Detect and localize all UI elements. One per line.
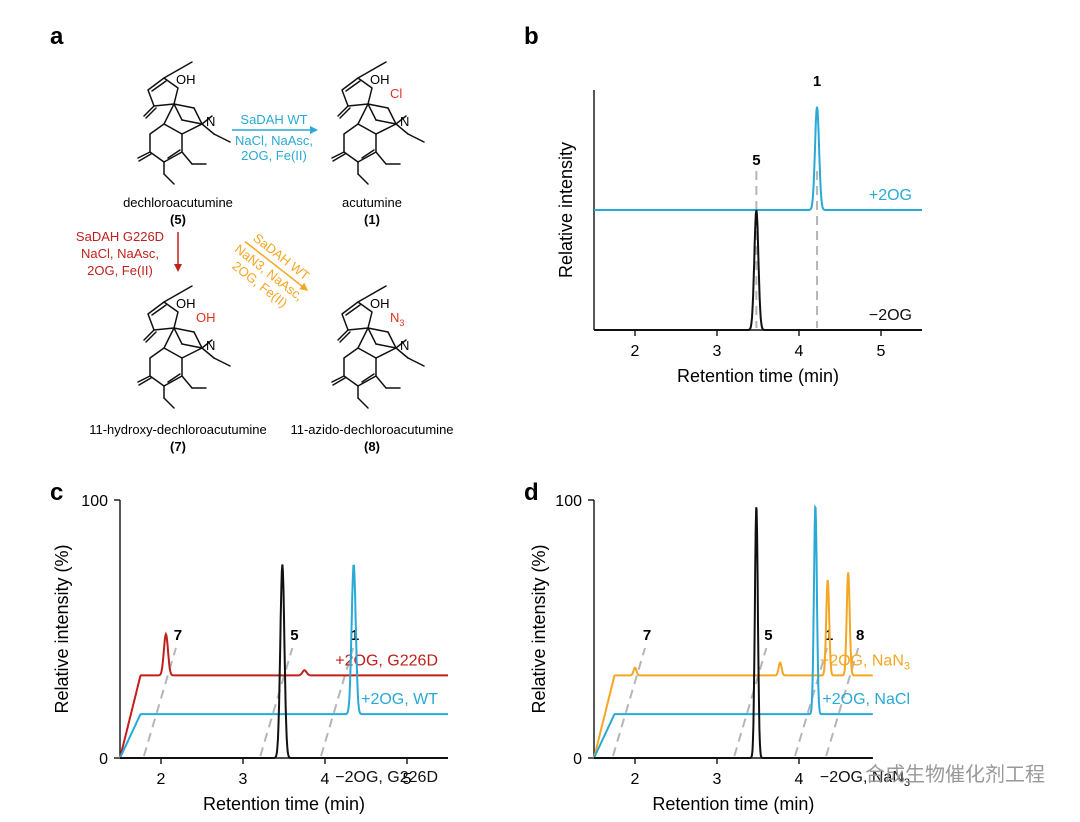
structure-acutumine: OH N Cl xyxy=(331,61,425,185)
x-tick-label: 5 xyxy=(877,343,886,360)
y-tick-label: 100 xyxy=(81,493,108,510)
panel-c-label: c xyxy=(50,479,63,506)
series-label: +2OG xyxy=(869,187,912,204)
reaction-g226d-arrow: SaDAH G226D NaCl, NaAsc, 2OG, Fe(II) xyxy=(76,229,182,278)
reaction-wt-cond-1: NaCl, NaAsc, xyxy=(235,133,313,148)
series-label: +2OG, G226D xyxy=(335,652,438,669)
chloro-label: Cl xyxy=(390,86,402,101)
compound-5-number: (5) xyxy=(170,212,186,227)
x-tick-label: 3 xyxy=(713,771,722,788)
top-oh-label: OH xyxy=(370,296,390,311)
top-oh-label: OH xyxy=(370,72,390,87)
peak-label: 7 xyxy=(174,627,182,644)
azido-label: N3 xyxy=(390,310,404,328)
peak-label: 8 xyxy=(856,627,864,644)
series-trace xyxy=(120,564,448,759)
y-tick-label: 100 xyxy=(555,493,582,510)
structure-dechloroacutumine: OH N xyxy=(137,61,231,185)
peak-label: 1 xyxy=(351,627,359,644)
compound-8-name: 11-azido-dechloroacutumine xyxy=(290,422,453,437)
x-tick-label: 2 xyxy=(157,771,166,788)
series-trace xyxy=(119,564,448,759)
x-axis-label: Retention time (min) xyxy=(652,794,814,814)
series-label: +2OG, WT xyxy=(361,691,438,708)
x-tick-label: 4 xyxy=(795,771,804,788)
amine-label: N xyxy=(400,114,409,129)
x-tick-label: 2 xyxy=(631,771,640,788)
top-oh-label: OH xyxy=(176,296,196,311)
series-trace xyxy=(594,106,922,211)
series-trace xyxy=(593,572,873,759)
series-label: +2OG, NaN3 xyxy=(820,652,910,672)
peak-label: 1 xyxy=(813,73,821,90)
x-tick-label: 5 xyxy=(403,771,412,788)
panel-b-label: b xyxy=(524,23,539,50)
compound-1-number: (1) xyxy=(364,212,380,227)
series-label: −2OG, NaN3 xyxy=(820,769,910,789)
y-tick-label: 0 xyxy=(573,751,582,768)
peak-label: 5 xyxy=(764,627,772,644)
reaction-g226d-enzyme: SaDAH G226D xyxy=(76,229,164,244)
peak-guide xyxy=(259,647,294,757)
reaction-wt-cond-2: 2OG, Fe(II) xyxy=(241,148,307,163)
y-axis-label: Relative intensity (%) xyxy=(52,544,72,713)
panel-d: d 2 3 4 0 100 Retention time (min) Relative in… xyxy=(524,479,910,814)
x-tick-label: 2 xyxy=(631,343,640,360)
compound-7-name: 11-hydroxy-dechloroacutumine xyxy=(89,422,267,437)
peak-guide xyxy=(142,647,177,757)
panel-a: a xyxy=(50,23,454,454)
hydroxy-label: OH xyxy=(196,310,216,325)
series-label: −2OG, G226D xyxy=(335,769,438,786)
series-trace xyxy=(119,631,448,759)
x-tick-label: 4 xyxy=(321,771,330,788)
compound-1-name: acutumine xyxy=(342,195,402,210)
peak-guide xyxy=(733,647,768,757)
y-axis-label: Relative intensity (%) xyxy=(529,544,549,713)
series-trace xyxy=(594,209,922,331)
x-axis-label: Retention time (min) xyxy=(677,366,839,386)
peak-guide xyxy=(825,647,860,757)
y-tick-label: 0 xyxy=(99,751,108,768)
panel-c: c 2 3 4 5 0 100 Retention time (min) Relative i… xyxy=(50,479,448,814)
peak-guide xyxy=(794,647,828,757)
compound-7-number: (7) xyxy=(170,439,186,454)
watermark-text: 合成生物催化剂工程 xyxy=(865,763,1045,786)
reaction-nan3-arrow: SaDAH WT NaN3, NaAsc, 2OG, Fe(II) xyxy=(229,230,312,310)
top-oh-label: OH xyxy=(176,72,196,87)
structure-11-hydroxy: OH N OH xyxy=(137,285,231,409)
x-tick-label: 4 xyxy=(795,343,804,360)
series-label: −2OG xyxy=(869,307,912,324)
reaction-g226d-cond-2: 2OG, Fe(II) xyxy=(87,263,153,278)
x-tick-label: 3 xyxy=(239,771,248,788)
reaction-g226d-cond-1: NaCl, NaAsc, xyxy=(81,246,159,261)
y-axis-label: Relative intensity xyxy=(556,142,576,278)
structure-11-azido: OH N N3 xyxy=(331,285,425,409)
compound-8-number: (8) xyxy=(364,439,380,454)
amine-label: N xyxy=(400,338,409,353)
peak-label: 5 xyxy=(752,152,760,169)
panel-d-label: d xyxy=(524,479,539,506)
reaction-wt-enzyme: SaDAH WT xyxy=(240,112,307,127)
x-tick-label: 3 xyxy=(713,343,722,360)
panel-a-label: a xyxy=(50,23,64,50)
amine-label: N xyxy=(206,338,215,353)
peak-label: 7 xyxy=(643,627,651,644)
series-trace xyxy=(593,504,873,759)
peak-label: 5 xyxy=(290,627,298,644)
x-axis-label: Retention time (min) xyxy=(203,794,365,814)
compound-5-name: dechloroacutumine xyxy=(123,195,233,210)
amine-label: N xyxy=(206,114,215,129)
panel-b: b 2 3 4 5 Retention time (min) Relative inten… xyxy=(524,23,922,386)
series-label: +2OG, NaCl xyxy=(822,691,910,708)
peak-guide xyxy=(612,647,646,757)
peak-guide xyxy=(320,647,354,757)
series-trace xyxy=(594,507,873,759)
reaction-wt-arrow: SaDAH WT NaCl, NaAsc, 2OG, Fe(II) xyxy=(232,112,318,163)
